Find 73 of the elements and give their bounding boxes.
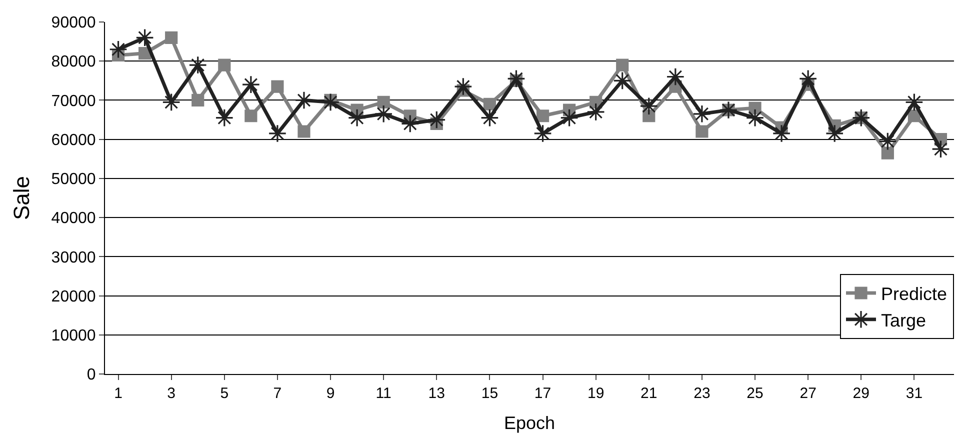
x-tick-label: 7 xyxy=(273,385,282,402)
x-tick-label: 29 xyxy=(852,385,870,402)
point xyxy=(719,100,738,120)
y-tick-label: 60000 xyxy=(51,132,96,149)
legend-label: Predicte xyxy=(881,284,948,304)
y-tick-label: 20000 xyxy=(51,288,96,306)
point xyxy=(218,58,231,72)
point xyxy=(640,96,658,116)
point xyxy=(825,124,844,143)
point xyxy=(268,124,287,143)
y-axis-title: Sale xyxy=(9,176,34,220)
x-tick-label: 25 xyxy=(746,385,764,402)
legend-label: Targe xyxy=(881,310,926,330)
x-tick-label: 23 xyxy=(694,385,710,402)
x-tick-label: 9 xyxy=(326,385,335,402)
x-tick-label: 27 xyxy=(800,385,816,402)
x-tick-label: 1 xyxy=(114,385,122,402)
x-tick-label: 21 xyxy=(640,385,658,402)
point xyxy=(666,68,685,86)
point xyxy=(165,31,178,44)
point xyxy=(377,96,390,108)
point xyxy=(427,110,446,129)
point xyxy=(454,77,472,96)
x-tick-label: 11 xyxy=(376,385,392,402)
point xyxy=(852,108,870,128)
point xyxy=(480,108,499,128)
point xyxy=(162,92,181,112)
y-tick-label: 10000 xyxy=(51,327,96,344)
x-tick-label: 3 xyxy=(167,385,176,402)
point xyxy=(109,40,128,59)
point xyxy=(215,108,234,128)
point xyxy=(242,75,260,94)
point xyxy=(932,140,950,158)
point xyxy=(905,92,924,112)
x-tick-label: 5 xyxy=(220,385,229,402)
point xyxy=(772,124,791,143)
point xyxy=(798,70,818,88)
y-tick-label: 30000 xyxy=(51,249,96,266)
point xyxy=(244,110,258,122)
point xyxy=(348,108,366,128)
x-tick-label: 17 xyxy=(534,385,552,402)
point xyxy=(534,124,552,143)
point xyxy=(696,125,708,138)
y-tick-label: 80000 xyxy=(51,54,96,71)
point xyxy=(374,104,393,124)
y-tick-label: 40000 xyxy=(51,210,96,228)
x-tick-label: 15 xyxy=(481,385,498,402)
point xyxy=(271,80,284,93)
point xyxy=(692,104,712,124)
x-tick-label: 19 xyxy=(587,385,604,402)
point xyxy=(586,102,606,122)
point xyxy=(613,71,632,90)
point xyxy=(400,114,420,133)
y-tick-label: 70000 xyxy=(51,92,96,110)
point xyxy=(881,146,894,160)
y-tick-label: 0 xyxy=(86,366,96,384)
point xyxy=(188,56,208,74)
point xyxy=(560,108,578,128)
y-tick-label: 50000 xyxy=(51,171,96,188)
point xyxy=(298,125,310,138)
point xyxy=(192,94,204,107)
point xyxy=(136,28,154,47)
point xyxy=(294,91,314,110)
x-tick-label: 31 xyxy=(906,385,923,402)
point xyxy=(483,98,496,110)
x-tick-label: 13 xyxy=(428,385,445,402)
point xyxy=(616,58,629,72)
point xyxy=(507,70,526,88)
point xyxy=(536,110,550,122)
y-tick-label: 90000 xyxy=(51,14,96,32)
point xyxy=(746,108,764,128)
x-axis-title: Epoch xyxy=(504,413,556,434)
point xyxy=(878,132,897,150)
